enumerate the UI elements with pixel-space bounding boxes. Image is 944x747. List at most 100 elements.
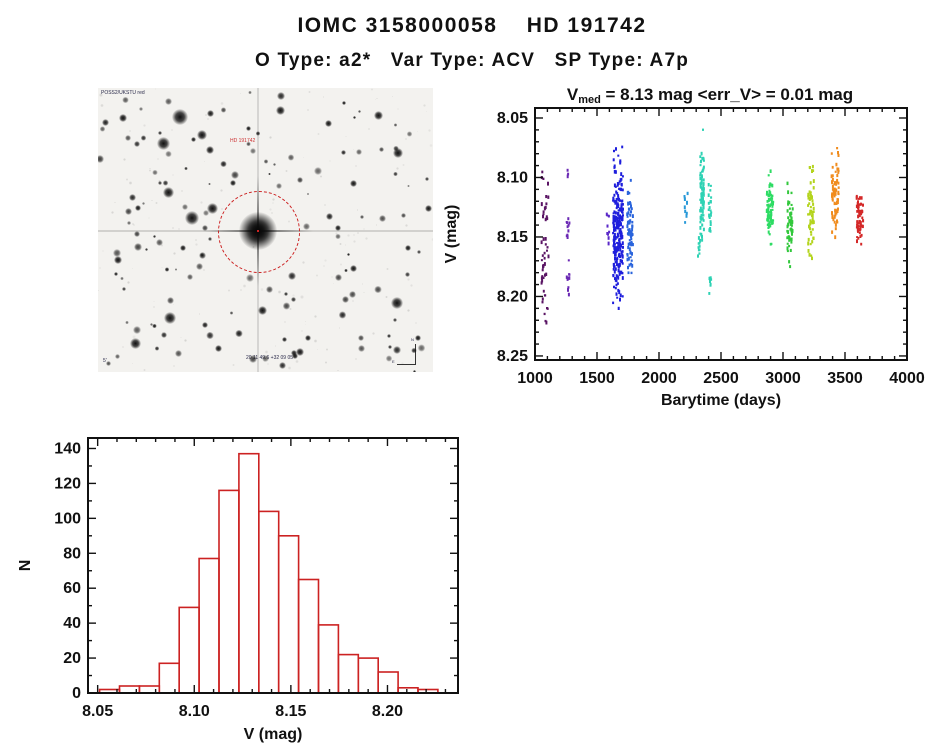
scatter-point — [788, 201, 791, 205]
scatter-point — [630, 240, 633, 243]
background-noise-dot — [155, 201, 158, 205]
scatter-point — [697, 248, 700, 252]
background-noise-dot — [172, 173, 175, 176]
background-noise-dot — [149, 167, 151, 170]
background-noise-dot — [305, 320, 307, 322]
scatter-point — [702, 206, 705, 210]
scatter-point — [544, 217, 547, 222]
bright-star — [391, 297, 403, 309]
scatter-point — [859, 235, 862, 238]
scatter-point — [770, 193, 772, 197]
scatter-point — [700, 213, 703, 218]
scatter-point — [771, 208, 774, 211]
scatter-point — [811, 256, 813, 261]
scatter-point — [626, 257, 629, 262]
background-noise-dot — [172, 227, 174, 229]
scatter-point — [614, 170, 617, 174]
background-noise-dot — [363, 291, 365, 293]
scatter-point — [620, 203, 623, 206]
background-noise-dot — [173, 252, 177, 256]
scatter-point — [620, 270, 623, 275]
scatter-point — [858, 197, 861, 200]
field-star — [411, 347, 417, 354]
field-star — [357, 344, 365, 353]
scatter-point — [702, 214, 705, 217]
field-star — [357, 109, 362, 114]
scatter-point — [617, 196, 620, 200]
scatter-point — [615, 199, 618, 203]
field-star — [416, 249, 421, 254]
scatter-point — [786, 242, 789, 245]
scatter-point — [834, 208, 837, 213]
scatter-point — [626, 253, 629, 257]
y-tick-label: 100 — [54, 510, 81, 527]
scatter-point — [710, 278, 713, 281]
field-star — [138, 106, 144, 112]
scatter-point — [858, 203, 861, 206]
scatter-point — [631, 233, 634, 236]
scatter-point — [631, 263, 634, 268]
scatter-point — [831, 214, 834, 219]
background-noise-dot — [377, 219, 379, 221]
scatter-point — [621, 188, 624, 192]
scatter-point — [831, 180, 834, 185]
scatter-point — [606, 224, 609, 228]
background-noise-dot — [305, 324, 307, 326]
scatter-point — [837, 170, 840, 174]
background-noise-dot — [121, 346, 125, 349]
compass-horizontal-line — [397, 364, 416, 365]
scatter-point — [809, 228, 812, 231]
background-noise-dot — [114, 201, 116, 203]
scatter-point — [790, 217, 793, 221]
background-noise-dot — [160, 266, 163, 269]
y-tick-label: 140 — [54, 440, 81, 457]
background-noise-dot — [258, 136, 260, 138]
background-noise-dot — [148, 216, 151, 219]
scatter-point — [616, 296, 619, 299]
field-star — [155, 238, 163, 246]
background-noise-dot — [357, 232, 360, 235]
background-noise-dot — [386, 267, 390, 271]
scatter-point — [835, 211, 838, 215]
field-star — [262, 355, 270, 363]
scatter-point — [808, 202, 811, 205]
scatter-point — [616, 204, 619, 208]
y-tick-label: 8.25 — [497, 348, 528, 365]
field-star — [248, 90, 253, 95]
field-star — [207, 109, 214, 117]
scatter-point — [707, 201, 710, 205]
scatter-point — [616, 256, 619, 260]
scatter-point — [767, 215, 770, 219]
scatter-point — [612, 301, 615, 305]
scatter-point — [767, 210, 770, 214]
scatter-point — [837, 151, 839, 155]
scatter-point — [702, 159, 705, 162]
field-star — [250, 148, 256, 154]
field-star — [231, 170, 240, 179]
scatter-point — [811, 214, 813, 218]
scatter-point — [709, 227, 712, 231]
background-noise-dot — [282, 294, 285, 297]
scatter-point — [616, 248, 619, 252]
background-noise-dot — [345, 135, 348, 138]
scatter-point — [811, 217, 814, 221]
scatter-point — [627, 190, 630, 194]
y-tick-label: 0 — [72, 685, 81, 702]
bright-star — [349, 264, 357, 272]
scatter-point — [617, 204, 620, 209]
field-star — [125, 320, 129, 325]
field-star — [202, 322, 208, 329]
scatter-point — [836, 221, 839, 224]
scatter-point — [708, 276, 711, 281]
field-star — [360, 215, 365, 220]
scatter-point — [612, 216, 615, 220]
scatter-point — [789, 222, 792, 226]
scatter-point — [565, 275, 568, 279]
scatter-point — [619, 160, 622, 165]
scatter-point — [605, 212, 608, 216]
scatter-point — [709, 284, 712, 287]
scatter-point — [631, 227, 634, 232]
scatter-point — [786, 181, 789, 186]
field-star — [249, 355, 257, 363]
scatter-point — [859, 225, 862, 229]
